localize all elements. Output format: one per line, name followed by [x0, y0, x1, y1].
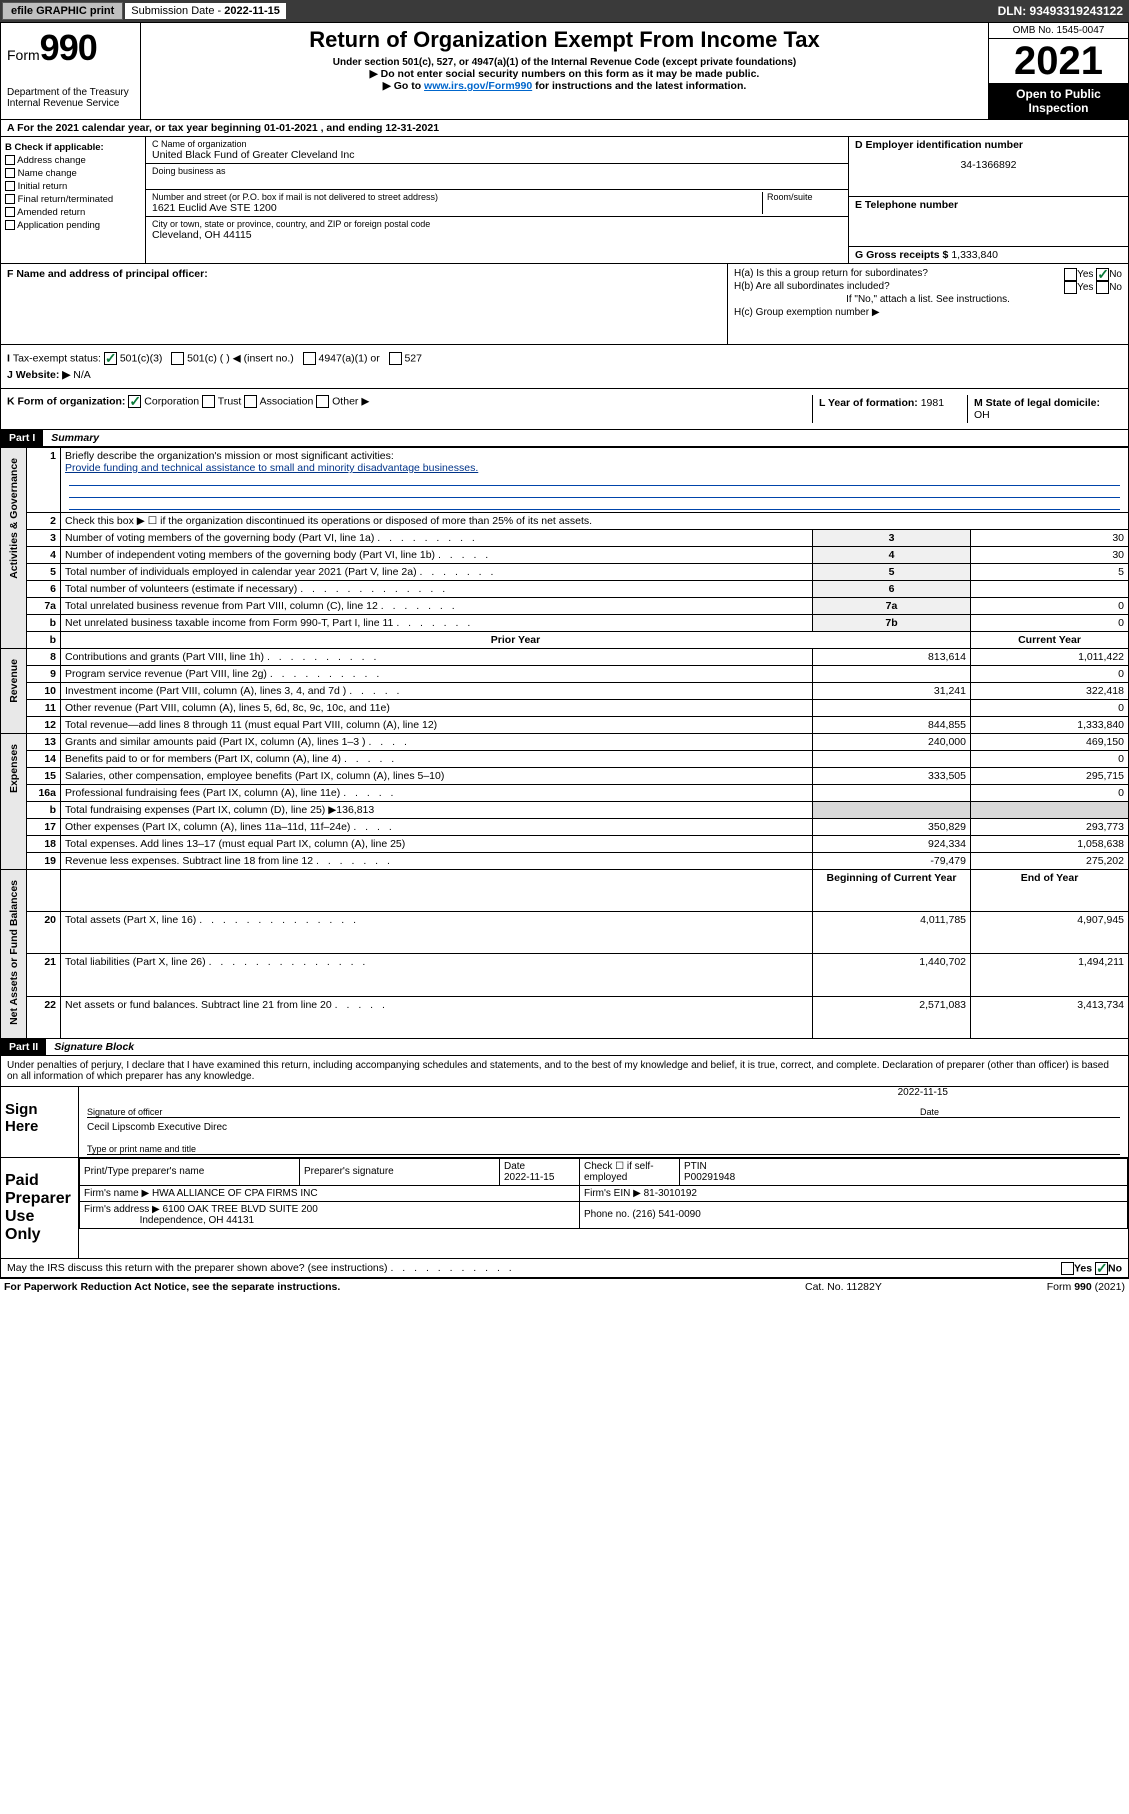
cat-no: Cat. No. 11282Y: [805, 1281, 985, 1293]
cb-other[interactable]: [316, 395, 329, 408]
street-box: Number and street (or P.O. box if mail i…: [146, 190, 848, 217]
cb-501c3[interactable]: [104, 352, 117, 365]
cb-final-return[interactable]: Final return/terminated: [5, 194, 141, 205]
dln: DLN: 93493319243122: [998, 4, 1129, 18]
inst-link: ▶ Go to www.irs.gov/Form990 for instruct…: [149, 80, 980, 92]
side-expenses: Expenses: [1, 734, 27, 870]
main-info-block: B Check if applicable: Address change Na…: [0, 137, 1129, 264]
cb-amended-return[interactable]: Amended return: [5, 207, 141, 218]
ij-row: I Tax-exempt status: 501(c)(3) 501(c) ( …: [0, 345, 1129, 389]
cb-assoc[interactable]: [244, 395, 257, 408]
h-column: H(a) Is this a group return for subordin…: [728, 264, 1128, 344]
org-name-box: C Name of organization United Black Fund…: [146, 137, 848, 164]
paid-preparer-label: Paid Preparer Use Only: [1, 1158, 79, 1258]
website: J Website: ▶ N/A: [7, 369, 1122, 381]
year-formation: L Year of formation: 1981: [812, 395, 967, 423]
part1-header: Part ISummary: [0, 430, 1129, 447]
form-ref: Form 990 (2021): [985, 1281, 1125, 1293]
summary-table: Activities & Governance 1 Briefly descri…: [0, 447, 1129, 1039]
dba-box: Doing business as: [146, 164, 848, 190]
row-a-taxyear: A For the 2021 calendar year, or tax yea…: [0, 120, 1129, 137]
cb-address-change[interactable]: Address change: [5, 155, 141, 166]
perjury-decl: Under penalties of perjury, I declare th…: [1, 1056, 1128, 1086]
k-row: K Form of organization: Corporation Trus…: [0, 389, 1129, 430]
pra-notice: For Paperwork Reduction Act Notice, see …: [4, 1281, 805, 1293]
cb-app-pending[interactable]: Application pending: [5, 220, 141, 231]
mission-a: Provide funding and technical assistance…: [65, 462, 478, 474]
dept-treasury: Department of the TreasuryInternal Reven…: [7, 87, 134, 109]
telephone-box: E Telephone number: [849, 197, 1128, 247]
cb-name-change[interactable]: Name change: [5, 168, 141, 179]
tax-year: 2021: [989, 39, 1128, 83]
omb-number: OMB No. 1545-0047: [989, 23, 1128, 39]
cb-corp[interactable]: [128, 395, 141, 408]
street-address: 1621 Euclid Ave STE 1200: [152, 202, 762, 214]
efile-print-btn[interactable]: efile GRAPHIC print: [2, 2, 123, 20]
fh-row: F Name and address of principal officer:…: [0, 264, 1129, 345]
inst-ssn: ▶ Do not enter social security numbers o…: [149, 68, 980, 80]
discuss-row: May the IRS discuss this return with the…: [1, 1258, 1128, 1277]
cb-trust[interactable]: [202, 395, 215, 408]
sig-date: 2022-11-15: [79, 1087, 1128, 1098]
city-state-zip: Cleveland, OH 44115: [152, 229, 842, 241]
ein-value: 34-1366892: [855, 159, 1122, 171]
side-netassets: Net Assets or Fund Balances: [1, 870, 27, 1039]
side-revenue: Revenue: [1, 649, 27, 734]
paid-preparer-table: Print/Type preparer's name Preparer's si…: [79, 1158, 1128, 1229]
open-inspection: Open to Public Inspection: [989, 83, 1128, 119]
sign-here-label: Sign Here: [1, 1087, 79, 1157]
cb-527[interactable]: [389, 352, 402, 365]
state-domicile: M State of legal domicile: OH: [967, 395, 1122, 423]
form-of-org: K Form of organization: Corporation Trus…: [7, 395, 812, 423]
form-title: Return of Organization Exempt From Incom…: [149, 27, 980, 53]
tax-exempt-status: I Tax-exempt status: 501(c)(3) 501(c) ( …: [7, 352, 1122, 365]
col-b-header: B Check if applicable:: [5, 142, 141, 153]
cb-discuss-no[interactable]: [1095, 1262, 1108, 1275]
cb-4947[interactable]: [303, 352, 316, 365]
room-suite: Room/suite: [762, 192, 842, 214]
topbar: efile GRAPHIC print Submission Date - 20…: [0, 0, 1129, 22]
cb-initial-return[interactable]: Initial return: [5, 181, 141, 192]
footer: For Paperwork Reduction Act Notice, see …: [0, 1278, 1129, 1295]
principal-officer: F Name and address of principal officer:: [1, 264, 728, 344]
form-header: Form990 Department of the TreasuryIntern…: [0, 22, 1129, 120]
ein-box: D Employer identification number 34-1366…: [849, 137, 1128, 197]
col-b-checkboxes: B Check if applicable: Address change Na…: [1, 137, 146, 263]
submission-date: Submission Date - 2022-11-15: [125, 3, 286, 19]
form-subtitle: Under section 501(c), 527, or 4947(a)(1)…: [149, 57, 980, 68]
city-box: City or town, state or province, country…: [146, 217, 848, 243]
gross-receipts-box: G Gross receipts $ 1,333,840: [849, 247, 1128, 263]
side-activities: Activities & Governance: [1, 448, 27, 649]
form990-link[interactable]: www.irs.gov/Form990: [424, 80, 532, 92]
signature-block: Under penalties of perjury, I declare th…: [0, 1056, 1129, 1278]
part2-header: Part IISignature Block: [0, 1039, 1129, 1056]
cb-discuss-yes[interactable]: [1061, 1262, 1074, 1275]
officer-name: Cecil Lipscomb Executive Direc: [79, 1120, 1128, 1135]
form-number: Form990: [7, 27, 134, 69]
mission-q: Briefly describe the organization's miss…: [65, 450, 394, 462]
org-name: United Black Fund of Greater Cleveland I…: [152, 149, 842, 161]
cb-501c[interactable]: [171, 352, 184, 365]
